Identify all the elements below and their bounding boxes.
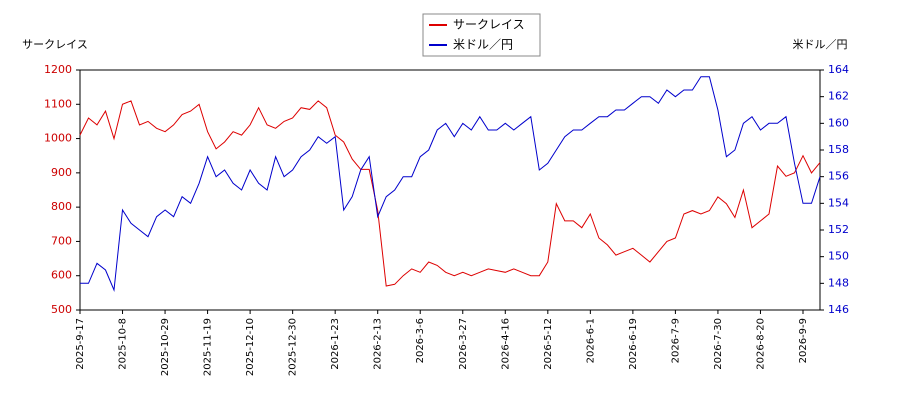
y2-axis-title: 米ドル／円 bbox=[793, 38, 848, 51]
y-tick-label: 1000 bbox=[44, 132, 72, 145]
y-tick-label: 700 bbox=[51, 234, 72, 247]
y2-tick-label: 146 bbox=[828, 303, 849, 316]
x-tick-label: 2026-3-27 bbox=[458, 318, 469, 370]
x-tick-label: 2025-10-29 bbox=[160, 318, 171, 376]
y-tick-label: 900 bbox=[51, 166, 72, 179]
y2-tick-label: 158 bbox=[828, 143, 849, 156]
x-tick-label: 2026-9-9 bbox=[798, 318, 809, 363]
x-tick-label: 2025-11-19 bbox=[203, 318, 214, 376]
x-tick-label: 2026-4-16 bbox=[500, 318, 511, 370]
x-tick-label: 2026-2-13 bbox=[373, 318, 384, 370]
x-tick-label: 2026-7-30 bbox=[713, 318, 724, 370]
y2-tick-label: 162 bbox=[828, 90, 849, 103]
x-tick-label: 2026-1-23 bbox=[330, 318, 341, 370]
x-tick-label: 2025-9-17 bbox=[75, 318, 86, 370]
x-tick-label: 2025-12-10 bbox=[245, 318, 256, 376]
plot-frame bbox=[79, 69, 821, 311]
x-tick-label: 2026-7-9 bbox=[670, 318, 681, 363]
y2-tick-label: 148 bbox=[828, 276, 849, 289]
y2-tick-label: 150 bbox=[828, 250, 849, 263]
y-axis-title: サークレイス bbox=[22, 38, 88, 51]
legend-label: サークレイス bbox=[453, 18, 525, 32]
x-tick-label: 2026-5-12 bbox=[543, 318, 554, 370]
x-tick-label: 2026-6-19 bbox=[628, 318, 639, 370]
legend-label: 米ドル／円 bbox=[453, 38, 513, 52]
y2-tick-label: 152 bbox=[828, 223, 849, 236]
x-tick-label: 2025-12-30 bbox=[288, 318, 299, 376]
x-tick-label: 2026-6-1 bbox=[585, 318, 596, 363]
y2-tick-label: 164 bbox=[828, 63, 849, 76]
y-tick-label: 1100 bbox=[44, 97, 72, 110]
y2-tick-label: 160 bbox=[828, 116, 849, 129]
y-tick-label: 500 bbox=[51, 303, 72, 316]
y-tick-label: 800 bbox=[51, 200, 72, 213]
y-tick-label: 1200 bbox=[44, 63, 72, 76]
series-line bbox=[80, 76, 821, 292]
y-tick-label: 600 bbox=[51, 269, 72, 282]
x-tick-label: 2026-3-6 bbox=[415, 318, 426, 363]
x-tick-label: 2025-10-8 bbox=[118, 318, 129, 370]
y2-tick-label: 156 bbox=[828, 170, 849, 183]
legend-box bbox=[422, 13, 541, 57]
y2-tick-label: 154 bbox=[828, 196, 849, 209]
series-line bbox=[79, 100, 821, 287]
x-tick-label: 2026-8-20 bbox=[755, 318, 766, 370]
